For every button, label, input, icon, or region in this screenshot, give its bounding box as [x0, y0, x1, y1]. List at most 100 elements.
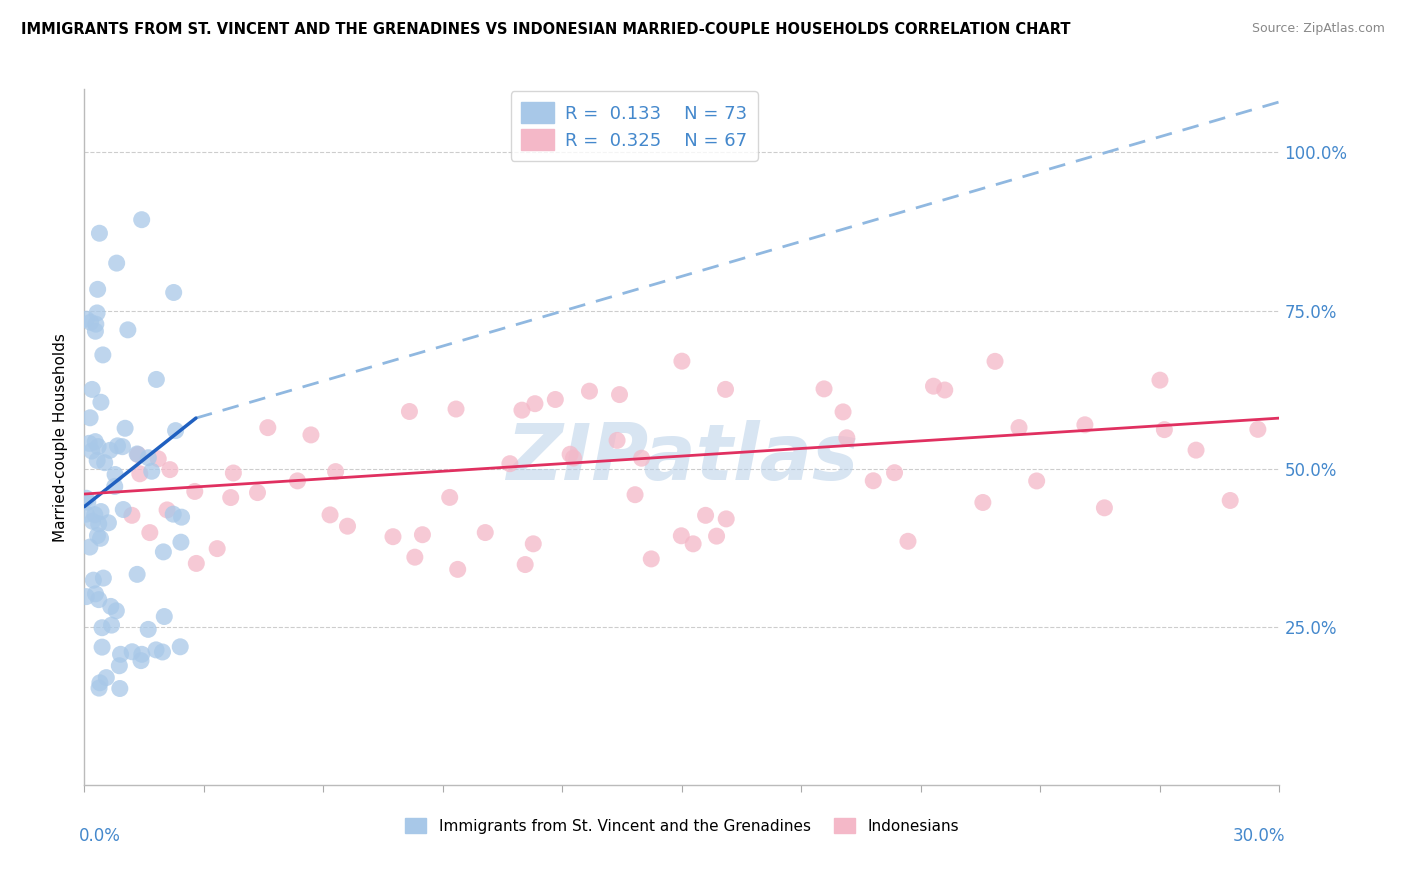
Point [165, 424, 187, 438]
Point [336, 519, 359, 533]
Point [883, 466, 905, 480]
Legend: Immigrants from St. Vincent and the Grenadines, Indonesians: Immigrants from St. Vincent and the Gren… [399, 813, 965, 840]
Point [104, 479, 127, 493]
Point [578, 384, 600, 399]
Point [1025, 474, 1047, 488]
Point [141, 464, 163, 478]
Point [87, 440, 110, 454]
Point [127, 567, 149, 582]
Point [523, 397, 546, 411]
Point [87, 681, 110, 695]
Point [544, 392, 567, 407]
Point [169, 640, 191, 654]
Point [128, 467, 150, 481]
Point [671, 354, 693, 368]
Point [87, 516, 110, 531]
Point [138, 450, 160, 465]
Point [671, 529, 693, 543]
Point [89, 226, 111, 240]
Point [136, 623, 159, 637]
Point [184, 484, 207, 499]
Point [832, 405, 855, 419]
Point [121, 508, 143, 523]
Point [84, 587, 107, 601]
Point [84, 317, 107, 331]
Point [108, 658, 131, 673]
Point [83, 508, 105, 522]
Point [98, 443, 121, 458]
Point [148, 451, 170, 466]
Point [117, 323, 139, 337]
Point [447, 562, 470, 576]
Point [100, 618, 122, 632]
Point [1219, 493, 1241, 508]
Point [162, 507, 184, 521]
Text: ZIPatlas: ZIPatlas [506, 420, 858, 496]
Point [131, 648, 153, 662]
Point [80, 444, 103, 458]
Point [186, 557, 208, 571]
Point [170, 535, 193, 549]
Point [90, 395, 112, 409]
Text: 0.0%: 0.0% [79, 827, 121, 845]
Point [1185, 443, 1208, 458]
Point [205, 541, 228, 556]
Point [1149, 373, 1171, 387]
Point [111, 440, 134, 454]
Point [91, 640, 114, 654]
Point [110, 648, 132, 662]
Point [121, 645, 143, 659]
Point [159, 462, 181, 476]
Point [972, 495, 994, 509]
Point [287, 474, 309, 488]
Point [91, 621, 114, 635]
Point [75, 590, 97, 604]
Point [510, 403, 533, 417]
Point [319, 508, 342, 522]
Point [90, 504, 112, 518]
Point [1074, 417, 1097, 432]
Point [127, 448, 149, 462]
Point [75, 507, 97, 521]
Point [89, 532, 111, 546]
Point [398, 404, 420, 418]
Point [439, 491, 461, 505]
Point [108, 681, 131, 696]
Point [86, 528, 108, 542]
Point [107, 439, 129, 453]
Point [404, 550, 426, 565]
Point [325, 465, 347, 479]
Point [100, 599, 122, 614]
Point [246, 485, 269, 500]
Point [170, 510, 193, 524]
Point [558, 447, 581, 461]
Point [706, 529, 728, 543]
Point [82, 573, 104, 587]
Point [79, 315, 101, 329]
Point [89, 675, 111, 690]
Point [127, 447, 149, 461]
Point [152, 645, 174, 659]
Point [219, 491, 242, 505]
Point [630, 451, 652, 466]
Point [152, 545, 174, 559]
Point [256, 420, 278, 434]
Point [112, 502, 135, 516]
Point [91, 348, 114, 362]
Point [156, 503, 179, 517]
Point [1153, 423, 1175, 437]
Point [922, 379, 945, 393]
Point [129, 654, 152, 668]
Point [104, 467, 127, 482]
Point [96, 671, 118, 685]
Point [695, 508, 717, 523]
Point [835, 431, 858, 445]
Point [562, 451, 585, 466]
Point [714, 383, 737, 397]
Point [145, 372, 167, 386]
Point [1008, 420, 1031, 434]
Point [984, 354, 1007, 368]
Point [624, 488, 647, 502]
Point [105, 604, 128, 618]
Y-axis label: Married-couple Households: Married-couple Households [52, 333, 67, 541]
